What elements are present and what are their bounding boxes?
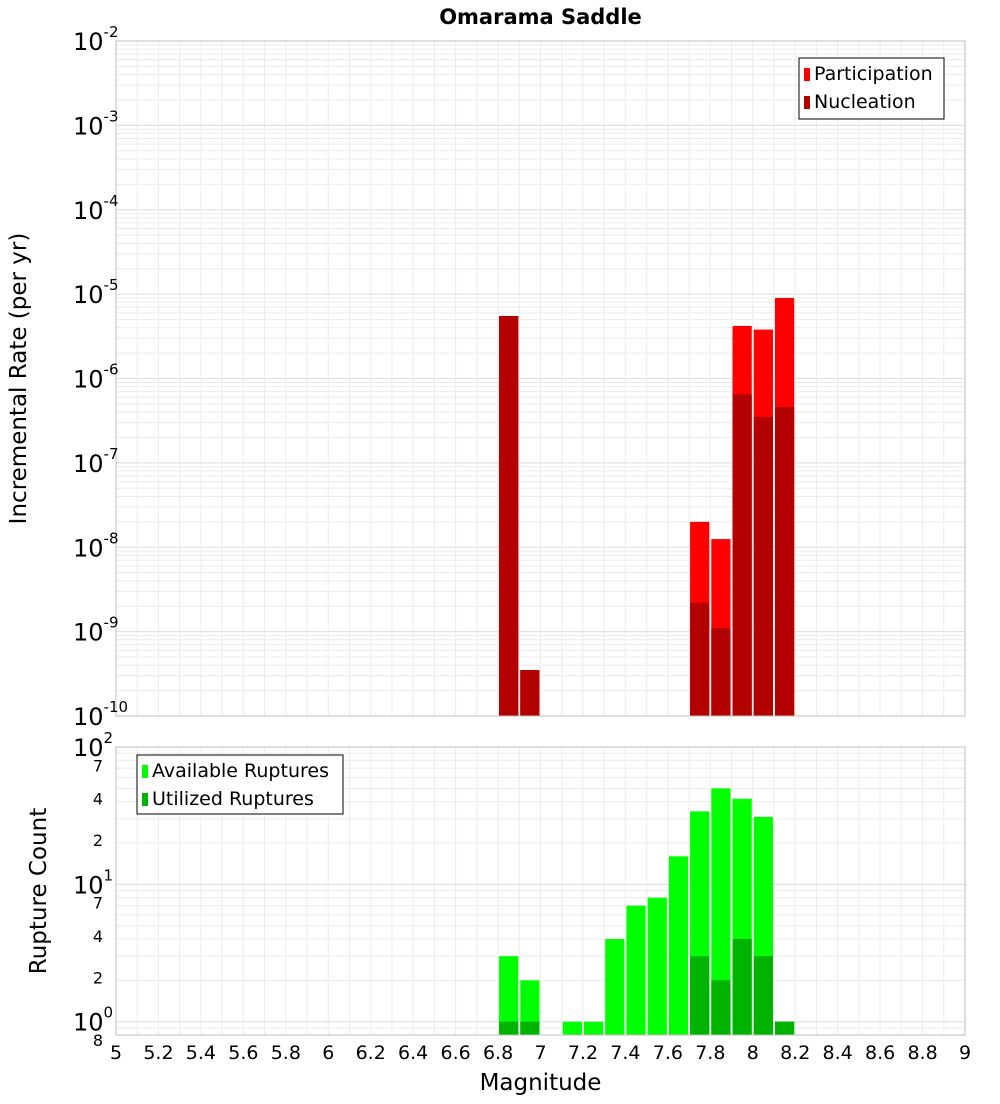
- available-ruptures-bar: [583, 1021, 604, 1035]
- bottom-legend-label: Available Ruptures: [152, 760, 329, 782]
- bottom-y-minor-label: 2: [93, 968, 103, 987]
- x-tick-label: 8.4: [823, 1042, 853, 1064]
- x-tick-label: 6.8: [483, 1042, 513, 1064]
- bottom-y-minor-label: 4: [93, 927, 103, 946]
- bottom-y-minor-label: 4: [93, 790, 103, 809]
- bottom-y-minor-label: 8: [93, 1031, 103, 1050]
- x-tick-label: 7.6: [653, 1042, 683, 1064]
- available-ruptures-bar: [605, 939, 625, 1035]
- nucleation-bar: [711, 628, 731, 716]
- x-tick-label: 8: [747, 1042, 759, 1064]
- available-ruptures-bar: [647, 897, 667, 1035]
- top-y-tick-label: 10-3: [73, 107, 119, 140]
- bottom-y-major-label: 102: [73, 729, 113, 762]
- bottom-y-axis-label: Rupture Count: [26, 808, 52, 974]
- nucleation-bar: [753, 416, 773, 716]
- top-legend-label: Participation: [814, 63, 933, 85]
- x-tick-label: 6.2: [356, 1042, 386, 1064]
- chart-title: Omarama Saddle: [439, 5, 642, 29]
- top-y-tick-label: 10-10: [73, 698, 128, 731]
- bottom-legend-box: [136, 754, 344, 815]
- x-tick-label: 7.4: [610, 1042, 640, 1064]
- bottom-plot-border: [115, 746, 966, 1036]
- nucleation-bar: [732, 394, 752, 716]
- available-ruptures-bar: [626, 905, 646, 1035]
- top-y-tick-label: 10-2: [73, 23, 119, 56]
- top-y-tick-label: 10-5: [73, 276, 119, 309]
- x-tick-label: 5.6: [228, 1042, 258, 1064]
- top-y-tick-label: 10-9: [73, 614, 119, 647]
- utilized-ruptures-bar: [499, 1021, 519, 1035]
- bottom-legend-swatch: [142, 765, 148, 778]
- utilized-ruptures-bar: [774, 1021, 795, 1035]
- x-tick-label: 8.2: [780, 1042, 810, 1064]
- top-y-tick-label: 10-7: [73, 445, 119, 478]
- utilized-ruptures-series-1: [499, 939, 795, 1035]
- available-ruptures-bar: [562, 1021, 582, 1035]
- top-y-tick-label: 10-8: [73, 529, 119, 562]
- bottom-y-major-label: 101: [73, 866, 113, 899]
- x-tick-label: 8.8: [907, 1042, 937, 1064]
- x-tick-label: 9: [959, 1042, 971, 1064]
- bottom-y-minor-label: 2: [93, 831, 103, 850]
- bottom-legend-label: Utilized Ruptures: [152, 788, 314, 810]
- top-legend-label: Nucleation: [814, 91, 916, 113]
- x-axis-label: Magnitude: [480, 1070, 602, 1096]
- top-y-tick-label: 10-4: [73, 192, 119, 225]
- top-y-tick-label: 10-6: [73, 361, 119, 394]
- top-legend-swatch: [804, 96, 810, 109]
- utilized-ruptures-bar: [732, 939, 752, 1035]
- bottom-y-major-label: 100: [73, 1004, 113, 1037]
- utilized-ruptures-bar: [753, 956, 773, 1035]
- x-tick-label: 5.8: [271, 1042, 301, 1064]
- x-tick-label: 8.6: [865, 1042, 895, 1064]
- bottom-legend: Available Ruptures Utilized Ruptures: [136, 754, 344, 815]
- top-legend: Participation Nucleation: [798, 57, 945, 120]
- nucleation-bar: [499, 316, 519, 716]
- x-tick-label: 7.2: [568, 1042, 598, 1064]
- x-tick-label: 5.2: [143, 1042, 173, 1064]
- top-legend-swatch: [804, 68, 810, 81]
- x-tick-label: 7: [534, 1042, 546, 1064]
- bottom-y-minor-label: 7: [93, 756, 103, 775]
- utilized-ruptures-bar: [520, 1021, 540, 1035]
- bottom-y-minor-label: 7: [93, 894, 103, 913]
- nucleation-bar: [690, 602, 710, 716]
- utilized-ruptures-bar: [711, 980, 731, 1035]
- utilized-ruptures-bar: [690, 956, 710, 1035]
- top-y-axis-label: Incremental Rate (per yr): [6, 233, 32, 525]
- x-tick-label: 6.4: [398, 1042, 428, 1064]
- top-legend-box: [798, 57, 945, 120]
- x-tick-label: 7.8: [695, 1042, 725, 1064]
- nucleation-series-1: [499, 316, 795, 716]
- bottom-legend-swatch: [142, 793, 148, 806]
- available-ruptures-bar: [499, 956, 519, 1035]
- top-grid: [115, 40, 966, 717]
- available-ruptures-bar: [520, 980, 540, 1035]
- x-tick-label: 5: [110, 1042, 122, 1064]
- x-tick-label: 6.6: [440, 1042, 470, 1064]
- available-ruptures-bar: [668, 856, 689, 1035]
- available-ruptures-bar: [711, 788, 731, 1035]
- top-plot-border: [115, 40, 966, 717]
- x-tick-label: 6: [322, 1042, 334, 1064]
- x-tick-label: 5.4: [186, 1042, 216, 1064]
- nucleation-bar: [774, 406, 795, 716]
- nucleation-bar: [520, 670, 540, 716]
